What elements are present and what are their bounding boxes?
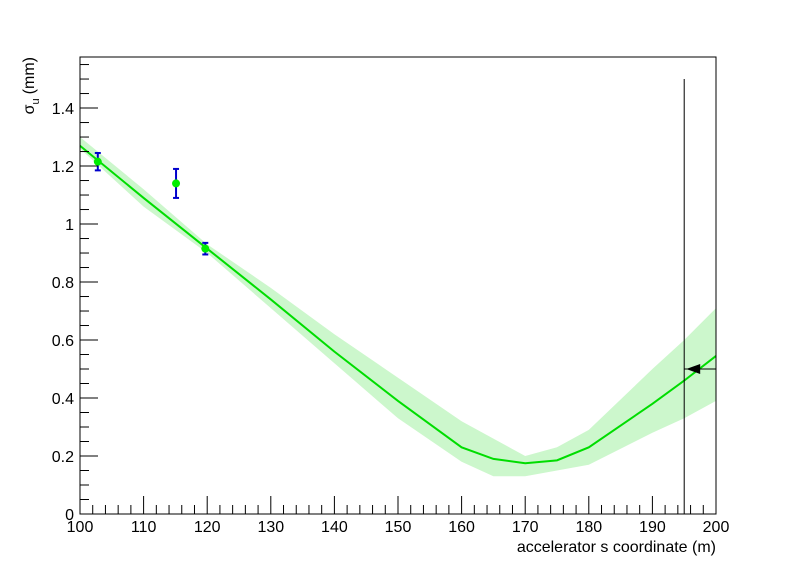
y-tick-label: 1.4 — [52, 101, 74, 118]
error-band — [80, 137, 716, 477]
y-tick-label: 0.4 — [52, 391, 74, 408]
y-label-symbol: σ — [21, 104, 38, 114]
y-tick-label: 0.8 — [52, 275, 74, 292]
y-label-unit: (mm) — [21, 57, 38, 94]
y-tick-label: 0.6 — [52, 333, 74, 350]
x-tick-label: 100 — [67, 519, 94, 536]
y-label-sub: u — [30, 98, 42, 104]
x-tick-label: 160 — [448, 519, 475, 536]
data-point — [201, 244, 210, 253]
y-tick-label: 1.2 — [52, 159, 74, 176]
y-tick-label: 0 — [65, 507, 74, 524]
fit-curve — [79, 144, 717, 465]
x-tick-label: 120 — [194, 519, 221, 536]
x-tick-label: 110 — [131, 519, 157, 536]
data-point — [93, 157, 102, 166]
marker-arrow — [686, 364, 701, 375]
x-axis-label: accelerator s coordinate (m) — [517, 539, 716, 556]
x-tick-label: 140 — [321, 519, 348, 536]
x-tick-label: 180 — [575, 519, 602, 536]
x-tick-label: 170 — [512, 519, 539, 536]
y-tick-label: 1 — [65, 217, 74, 234]
x-tick-label: 130 — [257, 519, 284, 536]
x-tick-label: 150 — [385, 519, 412, 536]
y-axis-label: σu (mm) — [21, 57, 42, 114]
x-tick-label: 190 — [639, 519, 666, 536]
y-tick-label: 0.2 — [52, 449, 74, 466]
data-point — [172, 179, 181, 188]
x-tick-label: 200 — [703, 519, 730, 536]
